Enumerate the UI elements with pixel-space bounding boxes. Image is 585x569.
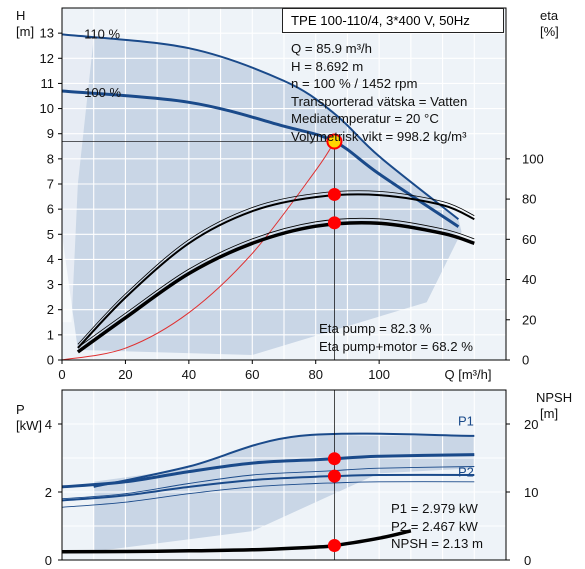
power-y-tick-label: 0	[45, 553, 52, 568]
npsh-axis-unit: [m]	[540, 406, 558, 421]
x-tick-label: 60	[245, 367, 259, 382]
x-axis-label: Q [m³/h]	[445, 367, 492, 382]
x-tick-label: 80	[308, 367, 322, 382]
y2-axis-title: eta	[540, 8, 559, 23]
x-tick-label: 0	[58, 367, 65, 382]
y2-tick-label: 40	[522, 272, 536, 287]
y2-tick-label: 80	[522, 192, 536, 207]
power-info: P1 = 2.979 kW P2 = 2.467 kW NPSH = 2.13 …	[391, 500, 483, 553]
x-tick-label: 100	[368, 367, 390, 382]
head-value: H = 8.692 m	[291, 58, 364, 74]
npsh-value: NPSH = 2.13 m	[391, 536, 483, 552]
y-tick-label: 11	[41, 76, 55, 91]
op-point-p1	[327, 452, 341, 466]
p2-curve-thin	[61, 481, 475, 508]
power-axis-unit: [kW]	[16, 418, 42, 433]
npsh-tick-label: 20	[524, 417, 538, 432]
head-curve-110	[61, 33, 460, 220]
operating-point-info: Q = 85.9 m³/h H = 8.692 m n = 100 % / 14…	[291, 40, 467, 146]
density-value: Volymetrisk vikt = 998.2 kg/m³	[291, 128, 467, 144]
op-point-npsh	[327, 539, 341, 553]
y-axis-title: H	[16, 8, 25, 23]
p1-series-label: P1	[458, 414, 474, 429]
y-axis-unit: [m]	[16, 24, 34, 39]
y-tick-label: 0	[47, 353, 54, 368]
speed-value: n = 100 % / 1452 rpm	[291, 76, 418, 92]
y2-axis-unit: [%]	[540, 24, 559, 39]
y-tick-label: 2	[47, 302, 54, 317]
y-tick-label: 4	[47, 252, 54, 267]
power-y-tick-label: 2	[45, 485, 52, 500]
npsh-axis-title: NPSH	[536, 390, 572, 405]
head-curve-100	[61, 89, 460, 228]
y-tick-label: 13	[40, 26, 54, 41]
p2-value: P2 = 2.467 kW	[391, 518, 478, 534]
eta-total-curve	[76, 220, 475, 354]
p2-curve	[61, 473, 475, 502]
y-tick-label: 7	[47, 177, 54, 192]
p1-curve-thin	[61, 466, 475, 500]
npsh-curve	[61, 529, 412, 554]
system-curve	[61, 141, 335, 361]
temperature-value: Mediatemperatur = 20 °C	[291, 111, 439, 127]
p2-series-label: P2	[458, 465, 474, 480]
head-curve-100-label: 100 %	[84, 85, 121, 100]
y-tick-label: 9	[47, 126, 54, 141]
fluid-value: Transporterad vätska = Vatten	[291, 93, 468, 109]
y2-tick-label: 20	[522, 312, 536, 327]
npsh-tick-label: 0	[524, 553, 531, 568]
y-tick-label: 6	[47, 202, 54, 217]
eta-pump-value: Eta pump = 82.3 %	[319, 321, 432, 336]
op-point-eta-pump	[327, 187, 341, 201]
eta-total-curve-110	[77, 217, 475, 348]
x-tick-label: 40	[182, 367, 196, 382]
p1-curve	[61, 453, 475, 489]
y-tick-label: 8	[47, 151, 54, 166]
head-efficiency-plot: 110 %100 %012345678910111213020406080100…	[16, 7, 559, 382]
low-flow-band	[62, 34, 94, 323]
eta-total-value: Eta pump+motor = 68.2 %	[319, 338, 473, 354]
eta-pump-curve-110	[77, 190, 475, 345]
op-point-p2	[327, 469, 341, 483]
p1-max-curve	[93, 432, 475, 488]
p1-value: P1 = 2.979 kW	[391, 501, 478, 516]
op-point-head	[326, 133, 343, 150]
efficiency-info: Eta pump = 82.3 % Eta pump+motor = 68.2 …	[319, 320, 473, 355]
y-tick-label: 12	[40, 51, 54, 66]
pump-title: TPE 100-110/4, 3*400 V, 50Hz	[282, 8, 504, 33]
y2-tick-label: 0	[522, 353, 529, 368]
operating-area	[62, 34, 462, 356]
y-tick-label: 10	[40, 101, 54, 116]
y-tick-label: 5	[47, 227, 54, 242]
power-y-tick-label: 4	[45, 417, 52, 432]
op-point-eta-total	[327, 216, 341, 230]
y-tick-label: 3	[47, 277, 54, 292]
x-tick-label: 20	[118, 367, 132, 382]
head-curve-110-label: 110 %	[84, 26, 120, 41]
power-npsh-plot: P1 P2 0 2 4 0 10 20 P[kW] NPSH[m]	[16, 389, 572, 568]
y-tick-label: 1	[47, 327, 54, 342]
y2-tick-label: 100	[522, 151, 544, 166]
flow-value: Q = 85.9 m³/h	[291, 41, 372, 56]
power-plot-frame	[61, 389, 507, 561]
eta-pump-curve	[77, 193, 475, 349]
power-axis-title: P	[16, 402, 25, 417]
npsh-tick-label: 10	[524, 485, 538, 500]
y2-tick-label: 60	[522, 232, 536, 247]
